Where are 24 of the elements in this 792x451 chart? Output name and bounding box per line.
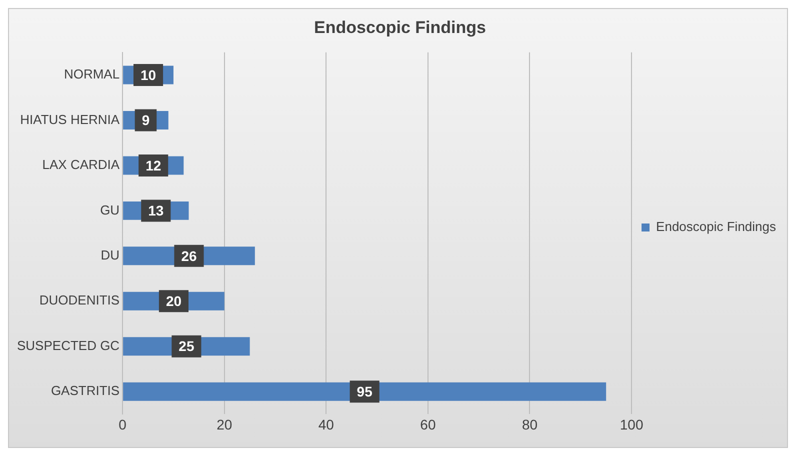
y-tick-label: HIATUS HERNIA [20, 112, 120, 127]
x-tick-label: 40 [318, 416, 334, 432]
y-tick-label: DU [100, 247, 120, 262]
x-tick-label: 20 [216, 416, 232, 432]
x-tick-label: 60 [420, 416, 436, 432]
data-label: 26 [181, 248, 197, 264]
data-label: 13 [148, 202, 164, 219]
data-label: 10 [140, 66, 156, 83]
y-tick-label: GU [100, 202, 120, 218]
data-label: 95 [356, 383, 373, 400]
x-tick-label: 0 [118, 416, 127, 432]
y-tick-label: SUSPECTED GC [16, 338, 120, 353]
y-tick-label: NORMAL [64, 66, 120, 82]
data-label: 9 [142, 112, 150, 128]
y-tick-label: GASTRITIS [50, 383, 120, 398]
data-label: 25 [178, 338, 194, 354]
data-label: 20 [166, 292, 182, 309]
y-tick-label: LAX CARDIA [42, 157, 120, 172]
y-tick-label: DUODENITIS [39, 292, 120, 308]
x-tick-label: 100 [620, 416, 644, 432]
data-label: 12 [146, 157, 162, 174]
x-tick-label: 80 [522, 416, 538, 432]
legend-label: Endoscopic Findings [656, 219, 776, 234]
chart-title: Endoscopic Findings [314, 18, 486, 37]
